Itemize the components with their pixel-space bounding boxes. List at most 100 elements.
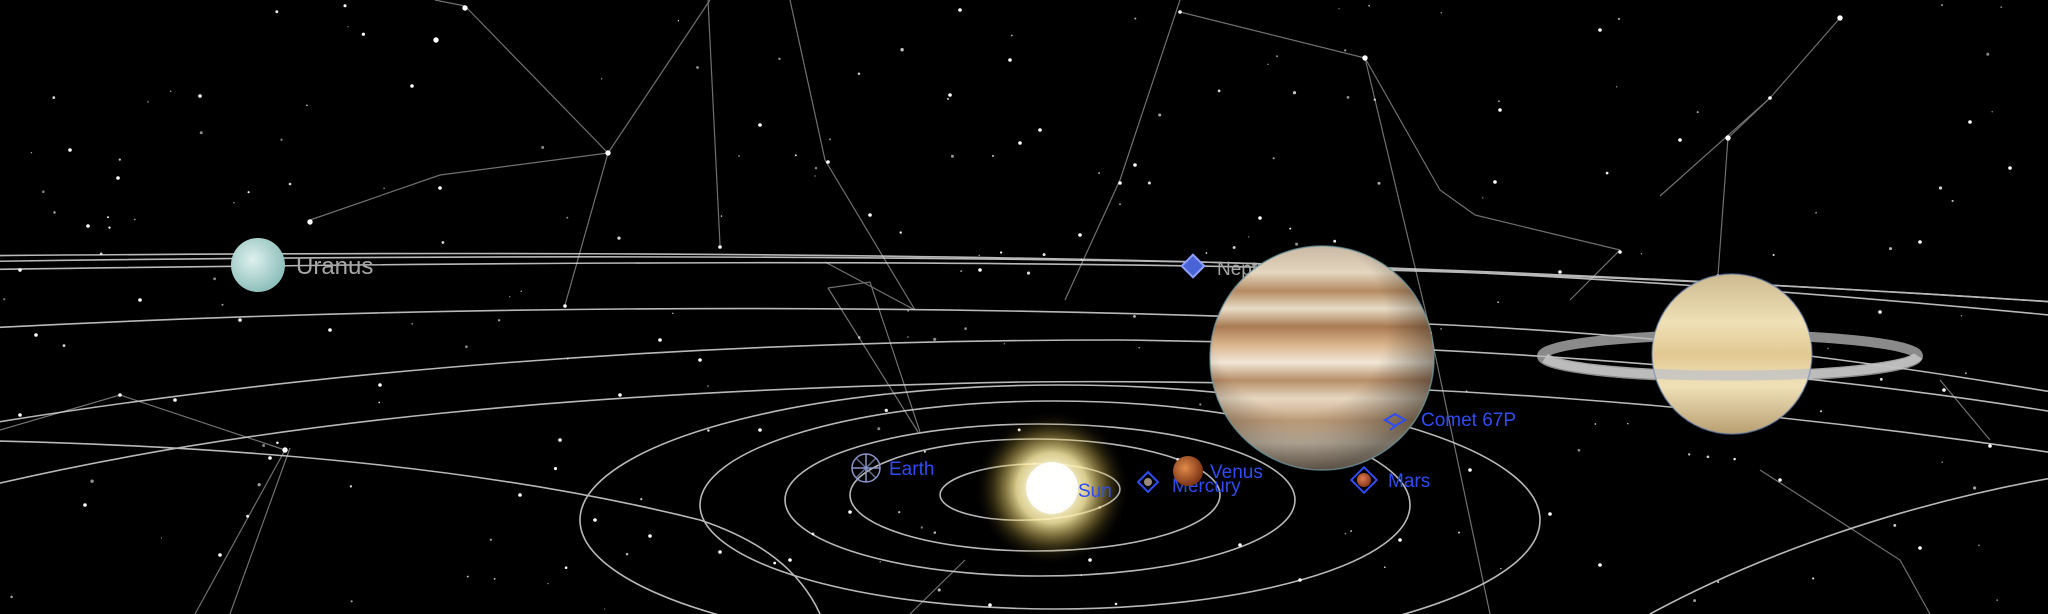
star [563, 304, 567, 308]
venus[interactable]: Venus [1173, 456, 1263, 486]
jupiter-sphere[interactable] [1210, 246, 1434, 470]
star [707, 385, 709, 387]
mars-sphere[interactable] [1357, 473, 1371, 487]
star [493, 578, 496, 580]
earth-label[interactable]: Earth [889, 459, 934, 480]
star [1042, 253, 1046, 257]
star [1217, 89, 1221, 93]
star [118, 393, 122, 397]
star [1941, 461, 1944, 463]
comet-marker-icon[interactable] [1383, 412, 1407, 431]
saturn-sphere[interactable] [1652, 274, 1812, 434]
star [1598, 28, 1602, 32]
star [933, 531, 937, 534]
star [246, 514, 250, 518]
star [238, 318, 242, 322]
star [1133, 314, 1136, 318]
star [1968, 120, 1972, 124]
star [2000, 6, 2002, 8]
star [275, 10, 279, 14]
star [489, 538, 492, 541]
star [1594, 423, 1597, 425]
jupiter[interactable] [1209, 245, 1435, 471]
star [1493, 180, 1497, 184]
star [1344, 49, 1347, 52]
star [1548, 512, 1552, 516]
star [1893, 523, 1897, 527]
star [1678, 138, 1682, 142]
star [138, 298, 142, 302]
star [1258, 216, 1262, 220]
comet-label[interactable]: Comet 67P [1421, 410, 1516, 431]
star [465, 345, 468, 348]
star [1003, 343, 1006, 345]
star [1725, 135, 1731, 141]
star [567, 358, 569, 360]
star [658, 338, 662, 342]
uranus[interactable]: Uranus [231, 238, 373, 292]
venus-sphere[interactable] [1173, 456, 1203, 486]
star [1918, 546, 1922, 550]
venus-label[interactable]: Venus [1210, 462, 1263, 483]
star [1978, 544, 1980, 547]
comet-67p[interactable]: Comet 67P [1383, 410, 1516, 431]
star [1398, 538, 1402, 542]
star [1292, 91, 1297, 95]
sun[interactable]: Sun [974, 410, 1130, 566]
star [718, 245, 722, 249]
star [1384, 566, 1386, 568]
star [1938, 186, 1943, 190]
star [1498, 100, 1500, 102]
sun-label[interactable]: Sun [1078, 481, 1112, 502]
star [218, 553, 222, 557]
star [1991, 110, 1993, 113]
star [547, 582, 549, 585]
star [257, 483, 261, 487]
star [1458, 531, 1460, 534]
star [221, 303, 224, 306]
mars-label[interactable]: Mars [1388, 471, 1430, 492]
star [593, 518, 597, 522]
neptune-marker-icon[interactable] [1180, 253, 1206, 279]
uranus-label[interactable]: Uranus [296, 253, 373, 280]
sun-core[interactable] [1026, 462, 1078, 514]
star [1373, 98, 1377, 101]
star [441, 241, 445, 244]
star [1942, 388, 1946, 392]
star [600, 78, 603, 80]
star [2008, 166, 2012, 170]
star [1627, 422, 1629, 425]
star [1078, 233, 1082, 237]
star [1618, 250, 1622, 254]
uranus-sphere[interactable] [231, 238, 285, 292]
star [1815, 211, 1817, 214]
star [1951, 199, 1954, 202]
star [1008, 58, 1012, 62]
star [907, 310, 909, 312]
star [328, 328, 332, 332]
star [411, 322, 414, 325]
star [923, 450, 926, 453]
star [618, 393, 622, 397]
star [1996, 599, 1999, 601]
star [1238, 543, 1242, 547]
mercury-marker-icon[interactable] [1136, 470, 1160, 494]
star [1733, 457, 1736, 461]
star [199, 131, 203, 135]
star [677, 20, 680, 22]
star [1275, 55, 1279, 58]
star [1498, 108, 1502, 112]
star [1134, 17, 1137, 20]
star [1350, 530, 1352, 532]
star [247, 191, 250, 194]
star [625, 552, 629, 556]
earth-marker-icon[interactable] [851, 453, 881, 483]
star [1605, 171, 1609, 175]
earth[interactable]: Earth [851, 453, 934, 483]
star [116, 176, 120, 180]
star [1080, 574, 1083, 577]
mars-marker-icon[interactable] [1349, 465, 1379, 495]
mars[interactable]: Mars [1349, 465, 1430, 495]
